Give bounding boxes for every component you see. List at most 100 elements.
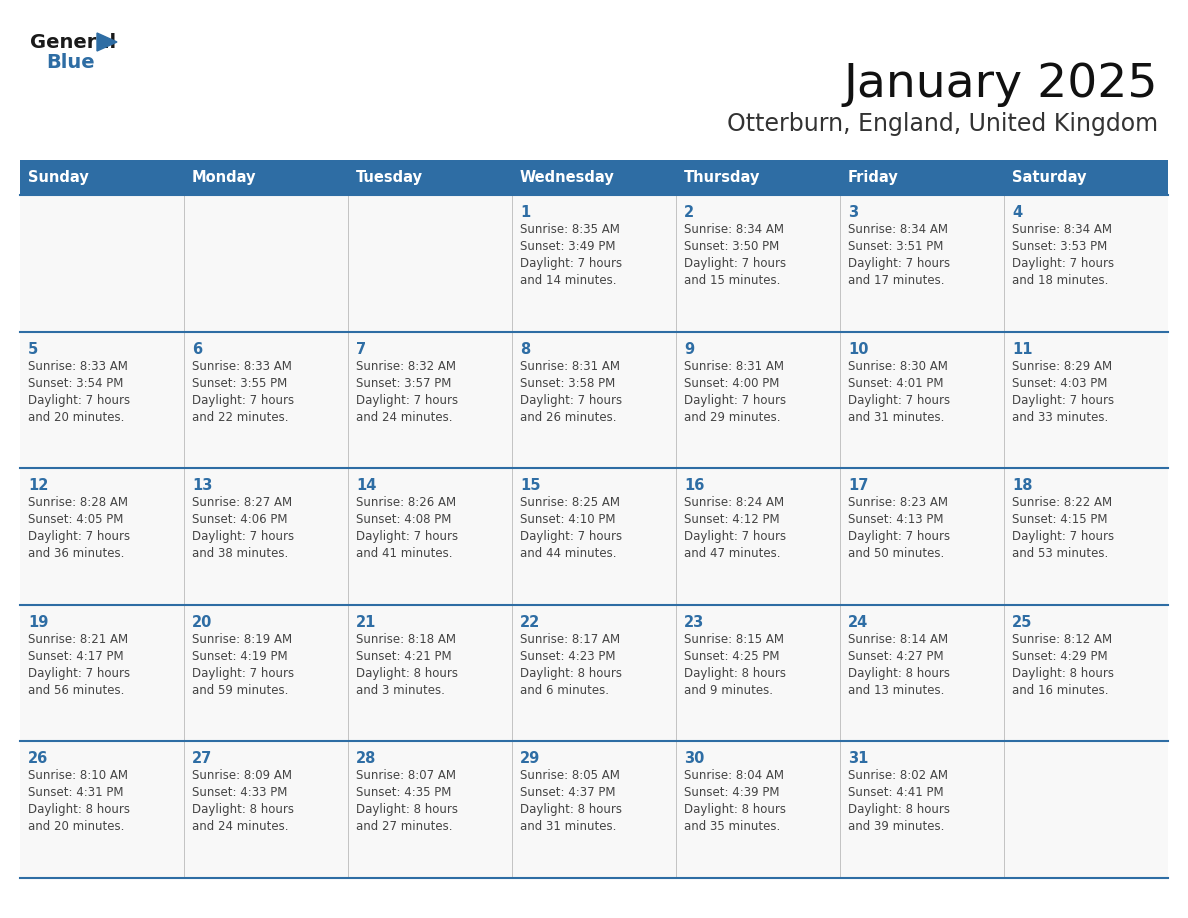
Text: Sunset: 4:05 PM: Sunset: 4:05 PM — [29, 513, 124, 526]
Text: Daylight: 8 hours: Daylight: 8 hours — [1012, 666, 1114, 680]
Text: 30: 30 — [684, 752, 704, 767]
Text: 17: 17 — [848, 478, 868, 493]
Text: Sunrise: 8:31 AM: Sunrise: 8:31 AM — [684, 360, 784, 373]
Text: Daylight: 7 hours: Daylight: 7 hours — [1012, 257, 1114, 270]
Text: Sunset: 4:15 PM: Sunset: 4:15 PM — [1012, 513, 1107, 526]
Text: Sunrise: 8:24 AM: Sunrise: 8:24 AM — [684, 497, 784, 509]
Text: 10: 10 — [848, 341, 868, 356]
Text: Sunset: 4:21 PM: Sunset: 4:21 PM — [356, 650, 451, 663]
Text: Sunrise: 8:22 AM: Sunrise: 8:22 AM — [1012, 497, 1112, 509]
Text: and 41 minutes.: and 41 minutes. — [356, 547, 453, 560]
Text: Daylight: 7 hours: Daylight: 7 hours — [192, 531, 295, 543]
Text: Sunset: 3:54 PM: Sunset: 3:54 PM — [29, 376, 124, 389]
Text: 1: 1 — [520, 205, 530, 220]
Text: Sunrise: 8:35 AM: Sunrise: 8:35 AM — [520, 223, 620, 236]
Text: Daylight: 7 hours: Daylight: 7 hours — [29, 666, 131, 680]
Text: Wednesday: Wednesday — [520, 170, 614, 185]
Text: Daylight: 7 hours: Daylight: 7 hours — [356, 394, 459, 407]
Text: 15: 15 — [520, 478, 541, 493]
Text: 19: 19 — [29, 615, 49, 630]
Text: Sunset: 3:49 PM: Sunset: 3:49 PM — [520, 240, 615, 253]
Text: Daylight: 8 hours: Daylight: 8 hours — [684, 803, 786, 816]
Text: 6: 6 — [192, 341, 202, 356]
Text: Friday: Friday — [848, 170, 899, 185]
Text: 26: 26 — [29, 752, 49, 767]
Text: Sunrise: 8:34 AM: Sunrise: 8:34 AM — [1012, 223, 1112, 236]
Text: Daylight: 8 hours: Daylight: 8 hours — [520, 666, 623, 680]
Text: Daylight: 7 hours: Daylight: 7 hours — [1012, 531, 1114, 543]
Text: and 31 minutes.: and 31 minutes. — [520, 821, 617, 834]
Text: Sunset: 3:55 PM: Sunset: 3:55 PM — [192, 376, 287, 389]
Text: Sunrise: 8:12 AM: Sunrise: 8:12 AM — [1012, 633, 1112, 645]
Text: Sunrise: 8:33 AM: Sunrise: 8:33 AM — [29, 360, 128, 373]
Text: 22: 22 — [520, 615, 541, 630]
Text: Sunset: 4:31 PM: Sunset: 4:31 PM — [29, 787, 124, 800]
Text: January 2025: January 2025 — [843, 62, 1158, 107]
Bar — [20, 605, 1168, 742]
Text: and 3 minutes.: and 3 minutes. — [356, 684, 444, 697]
Text: Sunrise: 8:09 AM: Sunrise: 8:09 AM — [192, 769, 292, 782]
Bar — [20, 742, 1168, 878]
Text: Daylight: 8 hours: Daylight: 8 hours — [848, 803, 950, 816]
Text: Sunset: 4:41 PM: Sunset: 4:41 PM — [848, 787, 943, 800]
Text: and 33 minutes.: and 33 minutes. — [1012, 410, 1108, 423]
Text: Daylight: 7 hours: Daylight: 7 hours — [29, 394, 131, 407]
Text: 21: 21 — [356, 615, 377, 630]
Text: 23: 23 — [684, 615, 704, 630]
Text: Daylight: 7 hours: Daylight: 7 hours — [848, 257, 950, 270]
Text: 29: 29 — [520, 752, 541, 767]
Text: and 22 minutes.: and 22 minutes. — [192, 410, 289, 423]
Text: 11: 11 — [1012, 341, 1032, 356]
Text: Sunrise: 8:21 AM: Sunrise: 8:21 AM — [29, 633, 128, 645]
Text: and 31 minutes.: and 31 minutes. — [848, 410, 944, 423]
Text: and 26 minutes.: and 26 minutes. — [520, 410, 617, 423]
Text: Sunrise: 8:23 AM: Sunrise: 8:23 AM — [848, 497, 948, 509]
Text: and 16 minutes.: and 16 minutes. — [1012, 684, 1108, 697]
Text: Blue: Blue — [46, 53, 95, 72]
Text: Sunset: 4:13 PM: Sunset: 4:13 PM — [848, 513, 943, 526]
Text: 28: 28 — [356, 752, 377, 767]
Text: Daylight: 7 hours: Daylight: 7 hours — [192, 666, 295, 680]
Text: and 24 minutes.: and 24 minutes. — [356, 410, 453, 423]
Text: Sunset: 4:17 PM: Sunset: 4:17 PM — [29, 650, 124, 663]
Text: and 17 minutes.: and 17 minutes. — [848, 274, 944, 287]
Text: and 24 minutes.: and 24 minutes. — [192, 821, 289, 834]
Text: 20: 20 — [192, 615, 213, 630]
Text: and 14 minutes.: and 14 minutes. — [520, 274, 617, 287]
Text: Sunset: 4:29 PM: Sunset: 4:29 PM — [1012, 650, 1107, 663]
Text: Sunrise: 8:02 AM: Sunrise: 8:02 AM — [848, 769, 948, 782]
Text: Sunrise: 8:34 AM: Sunrise: 8:34 AM — [848, 223, 948, 236]
Text: Daylight: 7 hours: Daylight: 7 hours — [29, 531, 131, 543]
Text: and 59 minutes.: and 59 minutes. — [192, 684, 289, 697]
Text: and 9 minutes.: and 9 minutes. — [684, 684, 773, 697]
Text: and 47 minutes.: and 47 minutes. — [684, 547, 781, 560]
Text: Sunrise: 8:18 AM: Sunrise: 8:18 AM — [356, 633, 456, 645]
Text: Sunrise: 8:07 AM: Sunrise: 8:07 AM — [356, 769, 456, 782]
Text: Sunset: 4:19 PM: Sunset: 4:19 PM — [192, 650, 287, 663]
Text: Daylight: 8 hours: Daylight: 8 hours — [29, 803, 129, 816]
Text: Sunrise: 8:28 AM: Sunrise: 8:28 AM — [29, 497, 128, 509]
Text: Monday: Monday — [192, 170, 257, 185]
Bar — [20, 468, 1168, 605]
Text: Sunset: 4:39 PM: Sunset: 4:39 PM — [684, 787, 779, 800]
Text: Sunset: 3:50 PM: Sunset: 3:50 PM — [684, 240, 779, 253]
Text: 2: 2 — [684, 205, 694, 220]
Text: 31: 31 — [848, 752, 868, 767]
Text: Sunrise: 8:32 AM: Sunrise: 8:32 AM — [356, 360, 456, 373]
Text: Daylight: 8 hours: Daylight: 8 hours — [520, 803, 623, 816]
Text: 27: 27 — [192, 752, 213, 767]
Text: Sunset: 4:23 PM: Sunset: 4:23 PM — [520, 650, 615, 663]
Text: Sunset: 3:53 PM: Sunset: 3:53 PM — [1012, 240, 1107, 253]
Text: Daylight: 7 hours: Daylight: 7 hours — [356, 531, 459, 543]
Text: 14: 14 — [356, 478, 377, 493]
Text: Sunset: 4:03 PM: Sunset: 4:03 PM — [1012, 376, 1107, 389]
Text: Sunset: 4:12 PM: Sunset: 4:12 PM — [684, 513, 779, 526]
Text: 13: 13 — [192, 478, 213, 493]
Text: Sunset: 4:25 PM: Sunset: 4:25 PM — [684, 650, 779, 663]
Text: Sunset: 4:35 PM: Sunset: 4:35 PM — [356, 787, 451, 800]
Text: Sunset: 4:27 PM: Sunset: 4:27 PM — [848, 650, 943, 663]
Bar — [20, 331, 1168, 468]
Text: Sunset: 3:57 PM: Sunset: 3:57 PM — [356, 376, 451, 389]
Text: Saturday: Saturday — [1012, 170, 1087, 185]
Text: and 15 minutes.: and 15 minutes. — [684, 274, 781, 287]
